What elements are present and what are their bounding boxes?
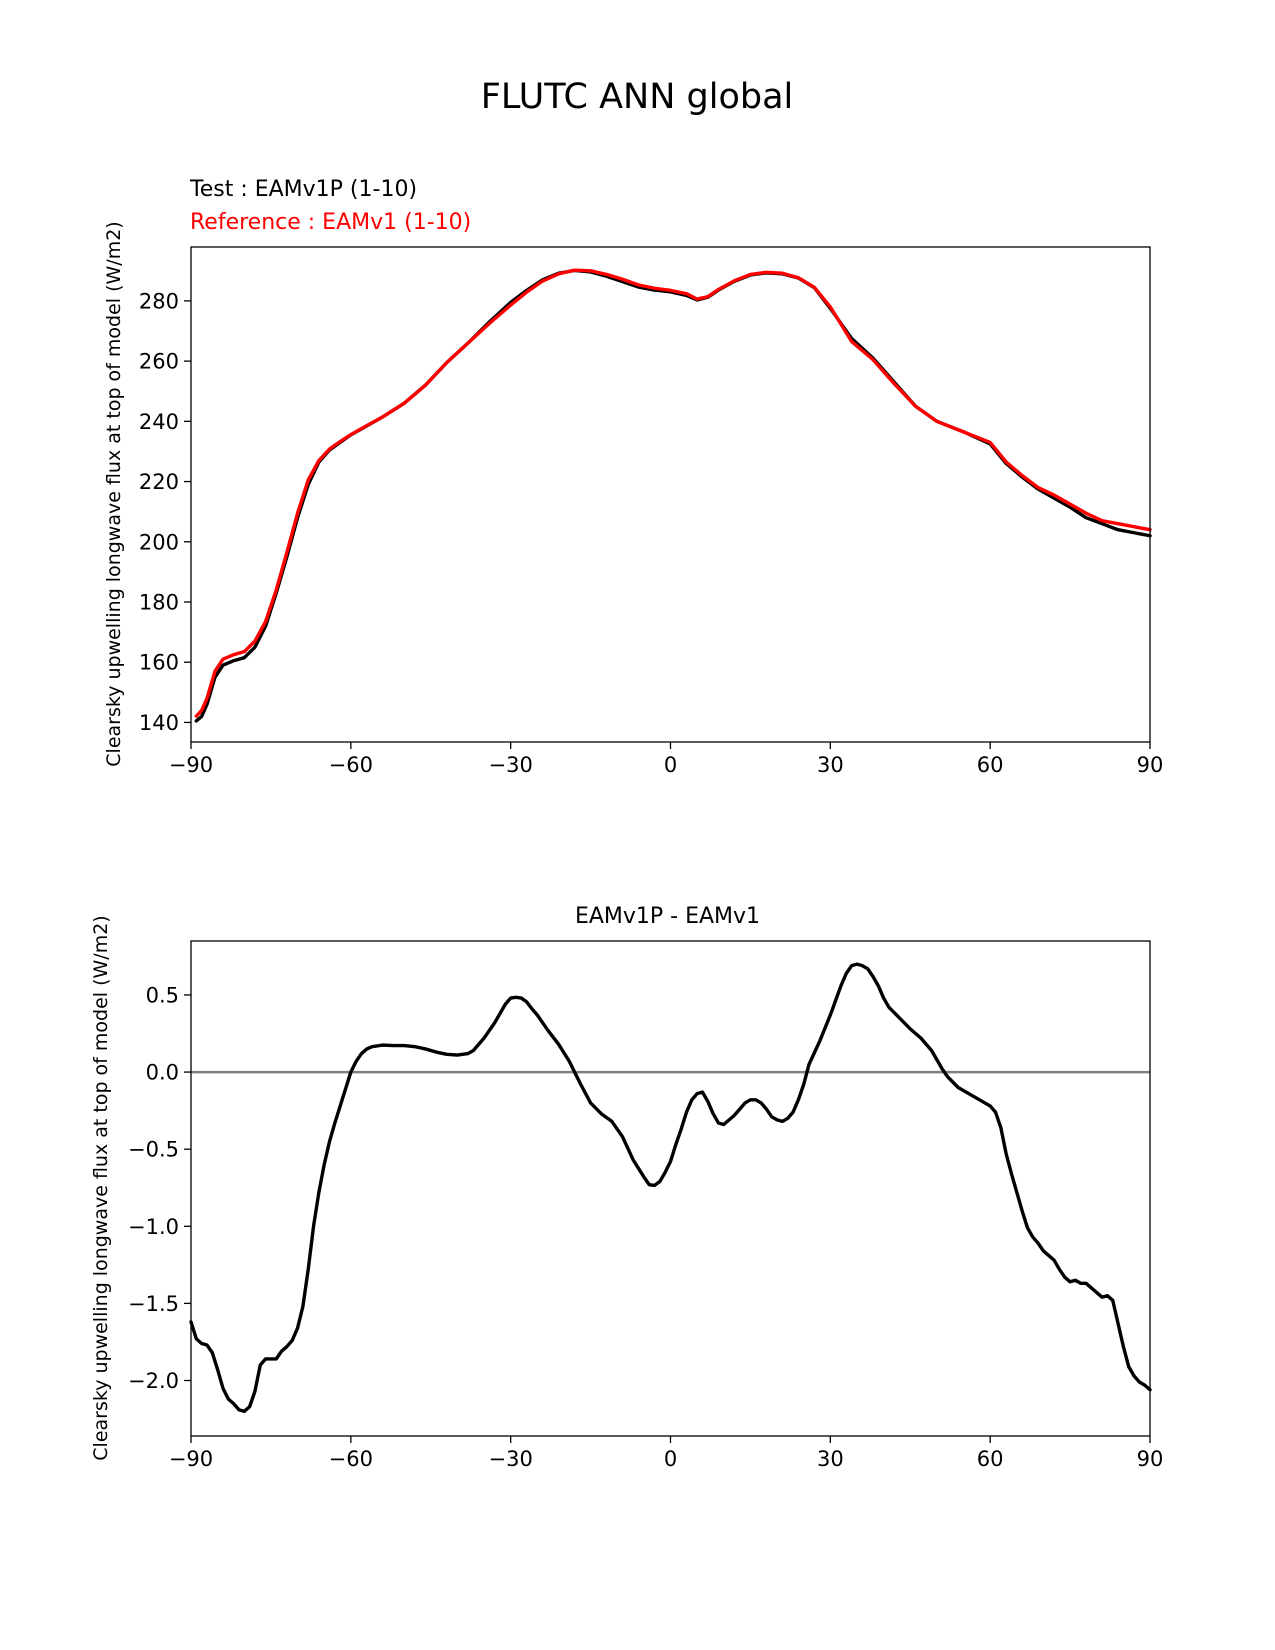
test-label: Test : EAMv1P (1-10) xyxy=(189,177,417,202)
top-y-tick-label: 240 xyxy=(139,410,179,434)
top-y-tick-label: 160 xyxy=(139,651,179,675)
bottom-panel: EAMv1P - EAMv1 Clearsky upwelling longwa… xyxy=(90,904,1163,1471)
bottom-y-tick-label: −1.5 xyxy=(128,1292,179,1316)
bottom-x-tick-label: −60 xyxy=(329,1447,373,1471)
top-y-tick-label: 280 xyxy=(139,289,179,313)
top-x-tick-label: −30 xyxy=(489,753,533,777)
bottom-x-tick-label: 30 xyxy=(817,1447,844,1471)
bottom-x-tick-label: 0 xyxy=(664,1447,677,1471)
top-x-tick-label: −60 xyxy=(329,753,373,777)
reference-label: Reference : EAMv1 (1-10) xyxy=(190,210,471,235)
bottom-x-tick-label: −90 xyxy=(169,1447,213,1471)
top-x-tick-label: 30 xyxy=(817,753,844,777)
bottom-series-line-test xyxy=(189,962,1152,1414)
bottom-plot-area: −90 −60 −30 0 30 60 90 −2.0 −1.5 −1.0 −0.5 0.0 0.5 xyxy=(128,940,1164,1471)
top-x-tick-label: −90 xyxy=(169,753,213,777)
top-y-tick-label: 140 xyxy=(139,711,179,735)
top-y-tick-label: 220 xyxy=(139,470,179,494)
top-plot-area: −90 −60 −30 0 30 60 90 140 160 180 200 220 240 260 280 xyxy=(139,246,1164,777)
top-panel: Test : EAMv1P (1-10) Reference : EAMv1 (… xyxy=(103,177,1163,777)
bottom-x-tick-label: 60 xyxy=(977,1447,1004,1471)
top-y-tick-label: 180 xyxy=(139,590,179,614)
top-y-axis-label: Clearsky upwelling longwave flux at top … xyxy=(103,221,125,766)
bottom-y-tick-label: −0.5 xyxy=(128,1138,179,1162)
bottom-y-tick-label: 0.5 xyxy=(146,983,179,1007)
bottom-y-tick-label: −1.0 xyxy=(128,1215,179,1239)
top-y-tick-label: 260 xyxy=(139,350,179,374)
top-y-tick-label: 200 xyxy=(139,530,179,554)
top-series-line-reference xyxy=(194,268,1152,718)
bottom-y-tick-label: −2.0 xyxy=(128,1369,179,1393)
figure-title: FLUTC ANN global xyxy=(481,77,794,117)
top-x-tick-label: 0 xyxy=(664,753,677,777)
top-x-tick-label: 60 xyxy=(977,753,1004,777)
top-x-tick-label: 90 xyxy=(1137,753,1164,777)
bottom-y-axis-label: Clearsky upwelling longwave flux at top … xyxy=(90,915,112,1460)
bottom-panel-title: EAMv1P - EAMv1 xyxy=(575,904,760,929)
bottom-y-tick-label: 0.0 xyxy=(146,1061,179,1085)
bottom-x-tick-label: 90 xyxy=(1137,1447,1164,1471)
bottom-x-tick-label: −30 xyxy=(489,1447,533,1471)
